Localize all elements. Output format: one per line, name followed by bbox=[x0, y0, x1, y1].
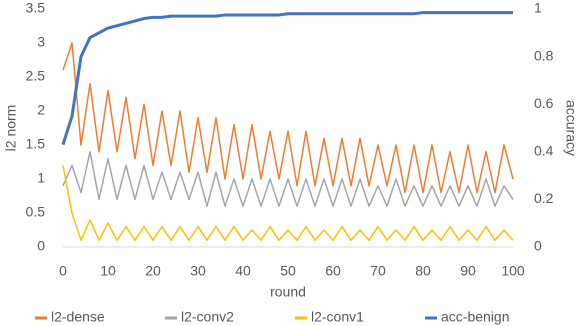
x-tick-label: 10 bbox=[100, 263, 116, 279]
series-line bbox=[62, 42, 514, 194]
y-tick-label: 1 bbox=[37, 170, 45, 186]
y2-tick-label: 0 bbox=[534, 238, 542, 254]
y-tick-label: 3.5 bbox=[26, 0, 46, 16]
legend-label: l2-conv1 bbox=[311, 309, 364, 325]
y-axis-title: l2 norm bbox=[3, 105, 19, 152]
y2-tick-label: 0.2 bbox=[534, 190, 554, 206]
y2-axis-title: accuracy bbox=[563, 100, 579, 156]
x-tick-label: 70 bbox=[370, 263, 386, 279]
legend-label: acc-benign bbox=[441, 309, 510, 325]
x-tick-label: 40 bbox=[235, 263, 251, 279]
x-tick-label: 30 bbox=[190, 263, 206, 279]
y2-tick-label: 0.4 bbox=[534, 143, 554, 159]
y-tick-label: 1.5 bbox=[26, 136, 46, 152]
x-tick-label: 0 bbox=[59, 263, 67, 279]
y2-tick-label: 0.6 bbox=[534, 95, 554, 111]
legend-label: l2-conv2 bbox=[181, 309, 234, 325]
series-line bbox=[61, 11, 513, 146]
y-tick-label: 0 bbox=[37, 238, 45, 254]
y-tick-label: 3 bbox=[37, 34, 45, 50]
x-tick-label: 90 bbox=[460, 263, 476, 279]
x-tick-label: 60 bbox=[325, 263, 341, 279]
x-tick-label: 100 bbox=[501, 263, 525, 279]
y-tick-label: 2 bbox=[37, 102, 45, 118]
legend-label: l2-dense bbox=[51, 309, 105, 325]
x-tick-label: 50 bbox=[280, 263, 296, 279]
y-tick-label: 2.5 bbox=[26, 68, 46, 84]
x-tick-label: 20 bbox=[145, 263, 161, 279]
y2-tick-label: 1 bbox=[534, 0, 542, 16]
y-tick-label: 0.5 bbox=[26, 204, 46, 220]
series-line bbox=[62, 151, 514, 207]
x-axis-title: round bbox=[270, 284, 306, 300]
y2-tick-label: 0.8 bbox=[534, 47, 554, 63]
series-line bbox=[62, 165, 514, 241]
x-tick-label: 80 bbox=[415, 263, 431, 279]
